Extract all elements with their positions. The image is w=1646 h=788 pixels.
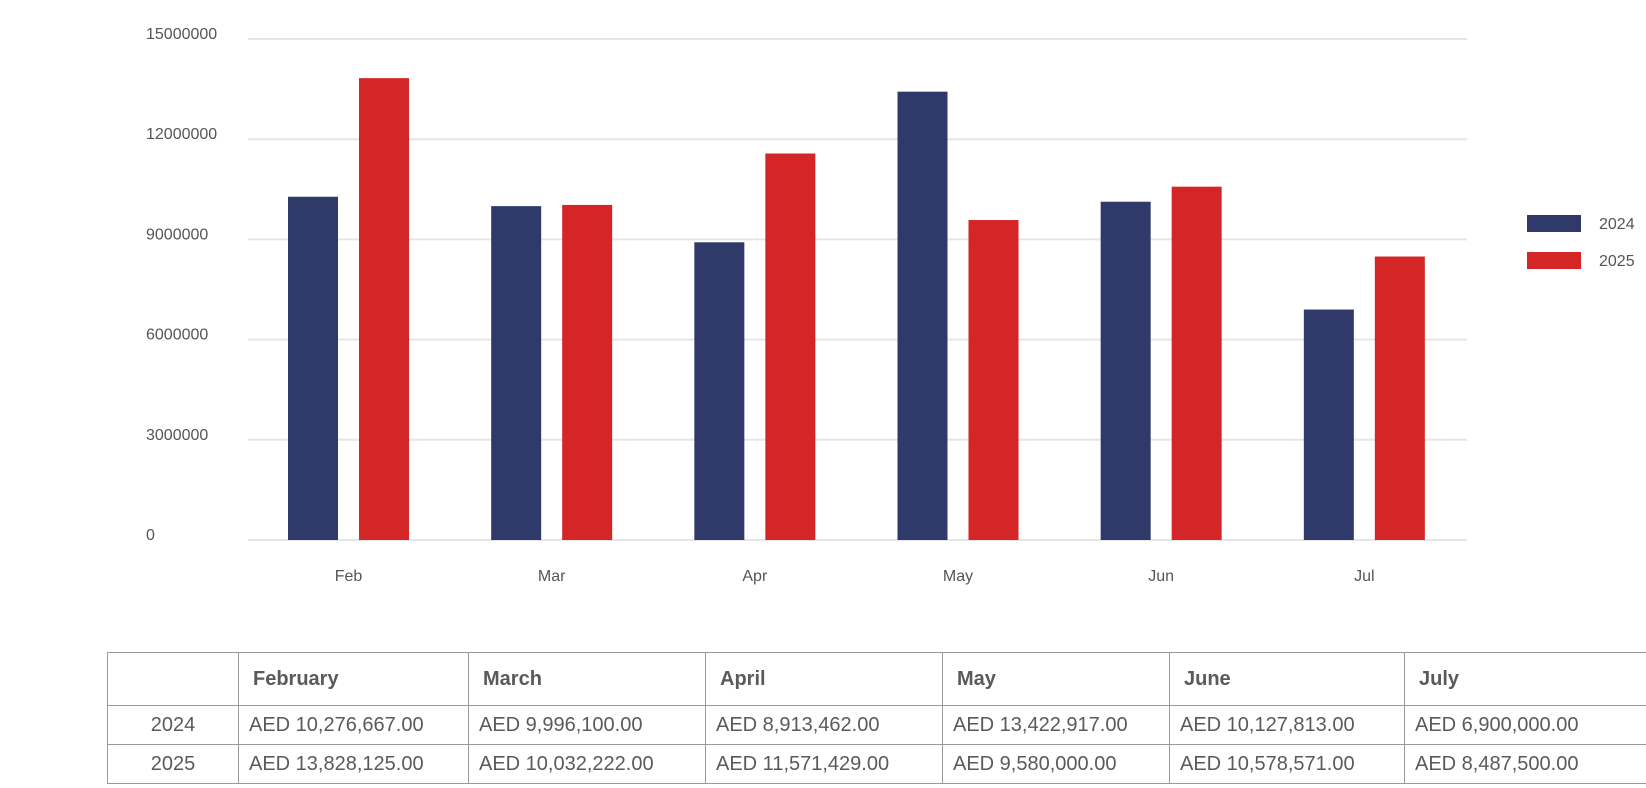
bar-2025-feb	[359, 78, 409, 540]
y-tick-label: 0	[146, 527, 155, 544]
table-cell: AED 10,032,222.00	[468, 744, 706, 784]
bars	[288, 78, 1425, 541]
data-table: February March April May June July 2024 …	[107, 652, 1646, 784]
legend: 2024 2025	[1527, 215, 1635, 270]
table-header-cell: February	[238, 652, 469, 706]
bar-2024-feb	[288, 196, 338, 540]
table-cell: AED 8,487,500.00	[1404, 744, 1646, 784]
legend-label: 2024	[1599, 216, 1635, 233]
x-tick-label: Jul	[1354, 568, 1374, 585]
table-cell: AED 13,422,917.00	[942, 705, 1170, 745]
bar-2024-jul	[1303, 309, 1354, 540]
x-tick-label: Apr	[742, 568, 768, 585]
bar-2025-may	[968, 220, 1019, 540]
y-tick-label: 6000000	[146, 327, 208, 344]
bar-2025-jul	[1374, 256, 1425, 540]
gridlines	[248, 38, 1467, 541]
bar-2024-may	[897, 91, 948, 541]
row-label: 2025	[107, 744, 239, 784]
table-header-cell: July	[1404, 652, 1646, 706]
table-cell: AED 10,127,813.00	[1169, 705, 1405, 745]
table-row: 2025 AED 13,828,125.00 AED 10,032,222.00…	[107, 744, 1646, 784]
bar-2025-jun	[1171, 186, 1222, 541]
x-tick-label: May	[943, 568, 973, 585]
table-header-cell: March	[468, 652, 706, 706]
table-row: 2024 AED 10,276,667.00 AED 9,996,100.00 …	[107, 705, 1646, 745]
y-tick-label: 3000000	[146, 427, 208, 444]
x-axis-categories: Feb Mar Apr May Jun Jul	[335, 568, 1375, 585]
y-tick-label: 12000000	[146, 126, 217, 143]
x-tick-label: Jun	[1148, 568, 1174, 585]
y-tick-label: 15000000	[146, 26, 217, 43]
bar-2024-apr	[694, 242, 745, 540]
legend-label: 2025	[1599, 253, 1635, 270]
table-cell: AED 8,913,462.00	[705, 705, 943, 745]
table-cell: AED 13,828,125.00	[238, 744, 469, 784]
bar-2024-jun	[1100, 201, 1151, 540]
table-cell: AED 10,578,571.00	[1169, 744, 1405, 784]
table-cell: AED 6,900,000.00	[1404, 705, 1646, 745]
table-cell: AED 10,276,667.00	[238, 705, 469, 745]
y-axis-ticks: 0 3000000 6000000 9000000 12000000 15000000	[146, 26, 217, 544]
table-cell: AED 9,580,000.00	[942, 744, 1170, 784]
bar-2024-mar	[491, 206, 542, 541]
table-header-row: February March April May June July	[107, 652, 1646, 706]
legend-swatch	[1527, 252, 1581, 269]
table-header-cell: April	[705, 652, 943, 706]
bar-chart: 0 3000000 6000000 9000000 12000000 15000000 F…	[146, 26, 1635, 585]
x-tick-label: Mar	[538, 568, 566, 585]
table-header-cell: May	[942, 652, 1170, 706]
table-cell: AED 11,571,429.00	[705, 744, 943, 784]
table-header-cell: June	[1169, 652, 1405, 706]
bar-2025-apr	[765, 153, 816, 540]
table-cell: AED 9,996,100.00	[468, 705, 706, 745]
table-header-cell	[107, 652, 239, 706]
row-label: 2024	[107, 705, 239, 745]
bar-2025-mar	[562, 204, 613, 541]
x-tick-label: Feb	[335, 568, 363, 585]
y-tick-label: 9000000	[146, 226, 208, 243]
legend-swatch	[1527, 215, 1581, 232]
